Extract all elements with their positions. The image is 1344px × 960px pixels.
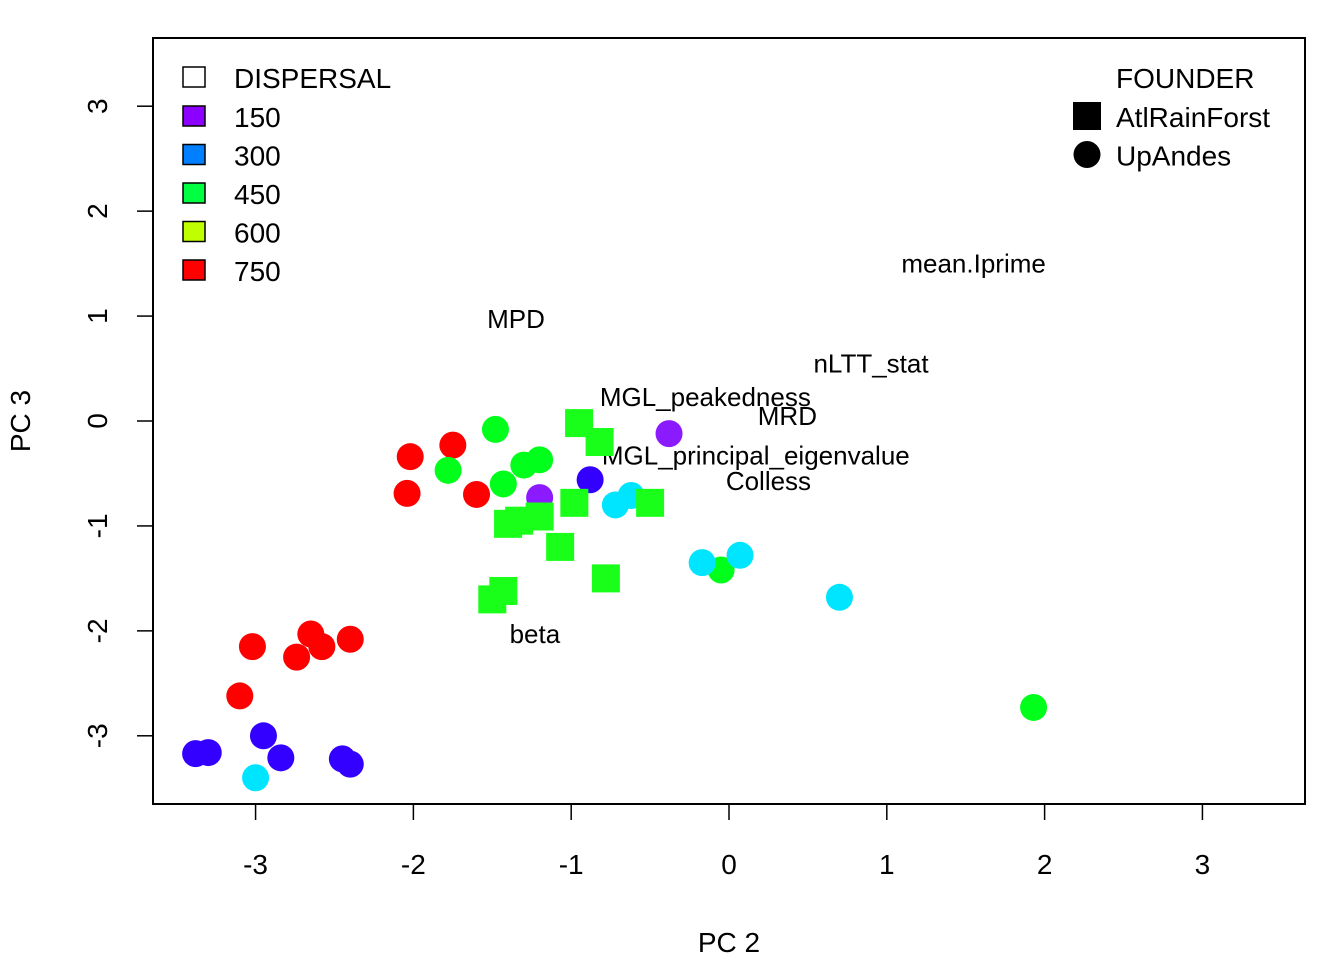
data-point-circle [688, 549, 716, 577]
data-point-circle [396, 443, 424, 471]
data-point-square [525, 502, 554, 531]
variable-label: MGL_principal_eigenvalue [602, 441, 910, 471]
legend-label: 750 [234, 256, 281, 287]
legend-swatch [182, 105, 206, 127]
data-point-circle [194, 739, 222, 767]
x-tick-label: -1 [559, 849, 584, 880]
data-point-circle [1020, 693, 1048, 721]
legend-dispersal: DISPERSAL 150 300 450 600 750 [182, 63, 391, 287]
data-point-circle [242, 764, 270, 792]
variable-label: MPD [487, 304, 545, 334]
data-point-circle [481, 415, 509, 443]
legend-circle-symbol [1073, 141, 1101, 168]
x-tick-label: 2 [1037, 849, 1053, 880]
x-tick-label: -3 [243, 849, 268, 880]
legend-label: 450 [234, 179, 281, 210]
legend-dispersal-title-swatch [182, 66, 206, 88]
data-point-circle [726, 541, 754, 569]
data-point-circle [655, 420, 683, 448]
x-tick-label: 3 [1195, 849, 1211, 880]
legend-dispersal-title: DISPERSAL [234, 63, 391, 94]
data-point-circle [308, 633, 336, 661]
variable-labels: mean.Iprime MPD nLTT_statMGL_peakednessMRD… [487, 249, 1046, 649]
y-tick-label: 1 [82, 308, 113, 324]
legend-founder: FOUNDER AtlRainForst UpAndes [1073, 63, 1270, 172]
legend-swatch [182, 143, 206, 166]
data-point-circle [526, 446, 554, 474]
legend-swatch [182, 220, 206, 243]
variable-label: nLTT_stat [813, 348, 929, 378]
variable-label: mean.Iprime [901, 249, 1046, 279]
y-axis-title: PC 3 [5, 390, 36, 452]
data-point-circle [825, 583, 853, 611]
data-point-circle [238, 633, 266, 661]
variable-label: MRD [758, 401, 817, 431]
data-point-circle [489, 470, 517, 498]
x-axis: -3 -2 -1 0 1 2 3 [243, 803, 1211, 880]
data-point-square [585, 427, 614, 456]
y-tick-label: -1 [82, 513, 113, 538]
y-tick-label: 2 [82, 203, 113, 219]
data-point-circle [283, 643, 311, 671]
legend-label: 600 [234, 218, 281, 249]
y-tick-label: -2 [82, 618, 113, 643]
data-point-circle [267, 744, 295, 772]
y-tick-label: -3 [82, 723, 113, 748]
data-point-square [546, 532, 575, 561]
data-point-square [560, 488, 589, 517]
legend-swatch [182, 182, 206, 204]
legend-label: 300 [234, 141, 281, 172]
data-point-circle [249, 722, 277, 750]
variable-label: Colless [726, 466, 811, 496]
data-point-square [591, 564, 620, 593]
data-point-circle [434, 456, 462, 484]
x-tick-label: 1 [879, 849, 895, 880]
data-point-circle [336, 750, 364, 778]
x-tick-label: 0 [721, 849, 737, 880]
data-point-circle [463, 480, 491, 508]
legend-square-symbol [1073, 102, 1101, 130]
y-axis: -3 -2 -1 0 1 2 3 [82, 98, 154, 748]
legend-label: 150 [234, 102, 281, 133]
variable-label: MGL_peakedness [600, 382, 811, 412]
legend-founder-title: FOUNDER [1116, 63, 1254, 94]
legend-swatch [182, 259, 206, 281]
data-point-circle [439, 431, 467, 459]
data-point-circle [336, 625, 364, 653]
data-point-circle [226, 682, 254, 710]
y-tick-label: 3 [82, 98, 113, 114]
variable-label: beta [510, 619, 561, 649]
data-point-circle [393, 479, 421, 507]
legend-label: AtlRainForst [1116, 102, 1270, 133]
data-points [182, 409, 1048, 792]
data-point-square [636, 488, 665, 517]
data-point-square [489, 576, 518, 605]
data-point-circle [576, 466, 604, 494]
legend-label: UpAndes [1116, 141, 1231, 172]
y-tick-label: 0 [82, 413, 113, 429]
x-axis-title: PC 2 [698, 927, 760, 958]
x-tick-label: -2 [401, 849, 426, 880]
